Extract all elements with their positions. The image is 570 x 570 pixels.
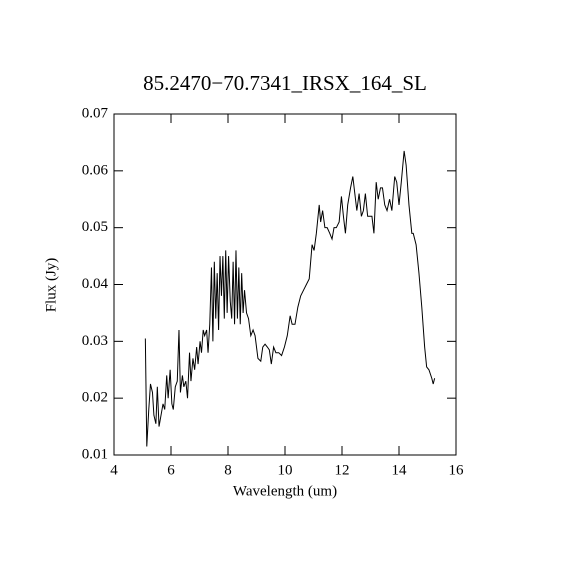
x-tick-label: 10 — [278, 462, 293, 478]
x-tick-label: 14 — [392, 462, 408, 478]
spectrum-line — [144, 150, 436, 447]
y-tick-label: 0.01 — [82, 446, 108, 462]
y-tick-label: 0.02 — [82, 390, 108, 406]
x-tick-label: 8 — [224, 462, 232, 478]
y-tick-label: 0.05 — [82, 219, 108, 235]
x-tick-label: 6 — [167, 462, 175, 478]
y-axis-label: Flux (Jy) — [43, 258, 59, 313]
y-tick-label: 0.06 — [82, 162, 109, 178]
y-tick-label: 0.07 — [82, 105, 109, 121]
x-tick-label: 12 — [335, 462, 350, 478]
y-tick-label: 0.03 — [82, 333, 108, 349]
y-tick-label: 0.04 — [82, 276, 109, 292]
x-tick-label: 4 — [110, 462, 118, 478]
x-axis-label: Wavelength (um) — [233, 483, 337, 499]
chart-title: 85.2470−70.7341_IRSX_164_SL — [143, 71, 427, 95]
x-tick-label: 16 — [449, 462, 465, 478]
